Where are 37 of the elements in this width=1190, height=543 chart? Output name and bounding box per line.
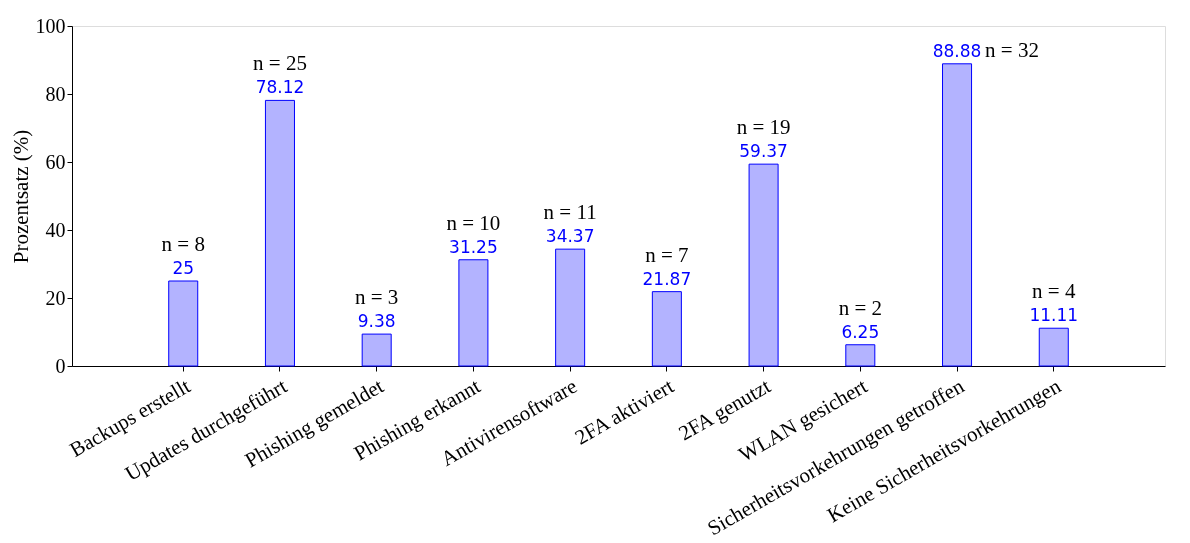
- annotation: n = 25: [253, 51, 307, 76]
- bar: [1038, 327, 1069, 367]
- data-label: 34.37: [545, 226, 595, 247]
- annotation: n = 8: [161, 232, 205, 256]
- annotation: n = 4: [1032, 279, 1076, 304]
- data-label: 31.25: [449, 236, 498, 257]
- bar: [748, 163, 779, 367]
- annotation: n = 32: [985, 37, 1039, 62]
- bar: [361, 333, 392, 367]
- annotation: n = 11: [543, 200, 597, 225]
- bar: [264, 99, 295, 367]
- annotation: n = 2: [838, 295, 882, 320]
- data-label: 11.11: [1029, 305, 1079, 326]
- y-tick-label: 60: [45, 150, 66, 173]
- annotation: n = 3: [355, 285, 399, 310]
- annotation: n = 19: [736, 115, 791, 140]
- y-tick-label: 40: [45, 218, 66, 241]
- y-tick-label: 20: [45, 286, 66, 309]
- bar: [458, 259, 489, 367]
- y-tick-label: 0: [55, 354, 66, 377]
- data-label: 25: [172, 258, 195, 278]
- annotation: n = 10: [446, 210, 501, 235]
- data-label: 9.38: [357, 311, 396, 332]
- data-label: 59.37: [739, 141, 788, 162]
- data-label: 6.25: [841, 321, 880, 342]
- data-label: 21.87: [642, 268, 692, 289]
- annotation: n = 7: [645, 242, 689, 267]
- bar: [845, 344, 876, 367]
- y-tick-label: 80: [45, 82, 66, 105]
- bar: [651, 291, 682, 367]
- data-label: 88.88: [932, 40, 982, 61]
- bar: [555, 248, 586, 367]
- bar: [942, 63, 973, 367]
- y-tick-label: 100: [35, 14, 66, 37]
- bar: [168, 280, 199, 367]
- data-label: 78.12: [255, 77, 305, 98]
- y-axis-title: Prozentsatz (%): [8, 129, 33, 264]
